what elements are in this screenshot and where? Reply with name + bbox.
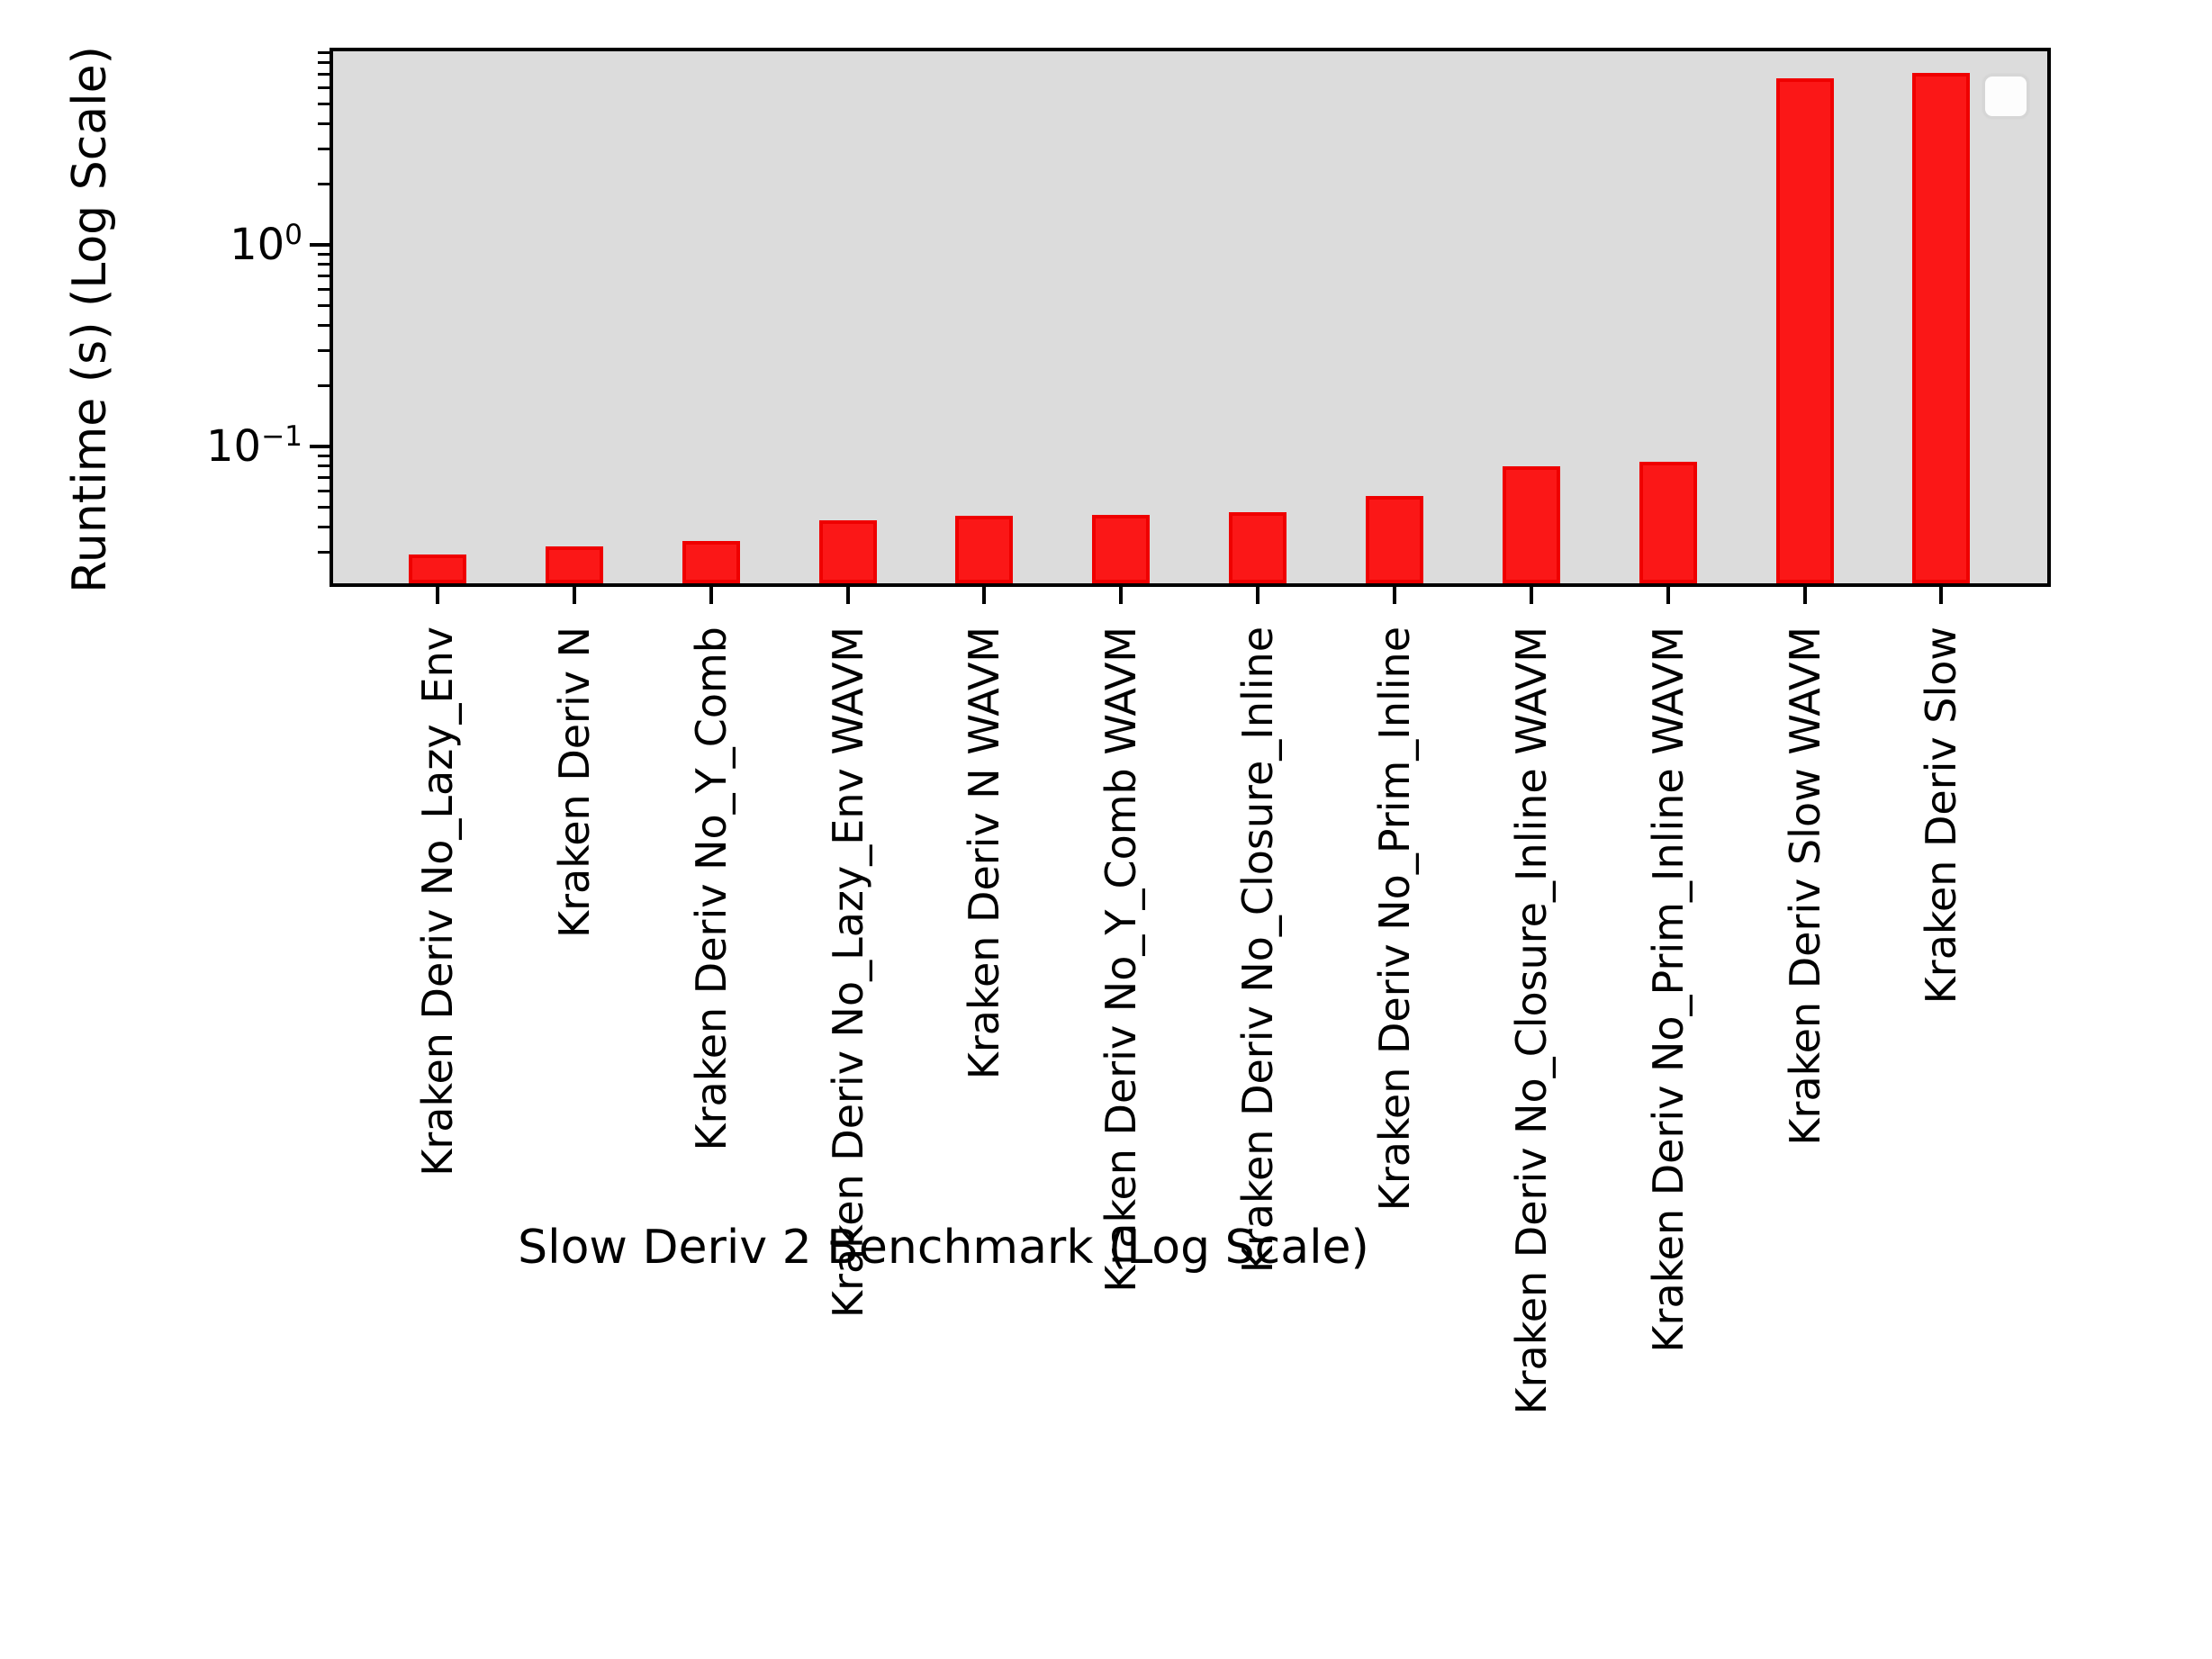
y-minor-tick xyxy=(318,288,330,292)
y-major-tick-0 xyxy=(310,243,330,247)
bar-10 xyxy=(1639,461,1697,583)
x-tick-label-text: Kraken Deriv N xyxy=(549,627,599,939)
x-axis-label-text: Slow Deriv 2 Benchmark (Log Scale) xyxy=(518,1221,1369,1275)
y-minor-tick xyxy=(318,464,330,468)
y-minor-tick xyxy=(318,505,330,509)
x-tick-3 xyxy=(709,587,713,604)
x-tick-11 xyxy=(1802,587,1807,604)
bar-11 xyxy=(1775,77,1834,583)
bar-3 xyxy=(682,540,740,583)
y-minor-tick xyxy=(318,50,330,54)
y-minor-tick xyxy=(318,275,330,278)
y-tick-label-1: 10−1 xyxy=(205,420,302,472)
y-axis-label-text: Runtime (s) (Log Scale) xyxy=(63,46,117,593)
x-tick-8 xyxy=(1392,587,1396,604)
y-minor-tick xyxy=(318,348,330,352)
x-tick-1 xyxy=(436,587,439,604)
y-minor-tick xyxy=(318,61,330,65)
x-tick-label-12: Kraken Deriv Slow xyxy=(1917,627,2212,1004)
x-tick-label-text: Kraken Deriv No_Prim_Inline WAVM xyxy=(1643,627,1693,1353)
bar-5 xyxy=(955,515,1014,583)
x-tick-label-text: Kraken Deriv No_Lazy_Env xyxy=(413,627,462,1177)
y-minor-tick xyxy=(318,73,330,77)
plot-area xyxy=(330,48,2051,587)
y-major-tick-1 xyxy=(310,445,330,448)
x-tick-label-text: Kraken Deriv No_Lazy_Env WAVM xyxy=(823,627,872,1319)
y-minor-tick xyxy=(318,183,330,186)
x-tick-label-text: Kraken Deriv No_Prim_Inline xyxy=(1369,627,1419,1212)
bar-12 xyxy=(1912,73,1971,583)
x-tick-9 xyxy=(1529,587,1533,604)
x-tick-label-text: Kraken Deriv No_Closure_Inline WAVM xyxy=(1506,627,1556,1415)
y-minor-tick xyxy=(318,323,330,327)
y-minor-tick xyxy=(318,525,330,528)
y-minor-tick xyxy=(318,86,330,90)
x-tick-label-text: Kraken Deriv Slow WAVM xyxy=(1780,627,1829,1146)
x-tick-4 xyxy=(845,587,850,604)
bar-8 xyxy=(1365,495,1423,583)
y-minor-tick xyxy=(318,454,330,457)
bar-6 xyxy=(1092,514,1151,583)
x-axis-label: Slow Deriv 2 Benchmark (Log Scale) xyxy=(403,1221,1484,1275)
y-minor-tick xyxy=(318,476,330,480)
bar-7 xyxy=(1229,512,1287,583)
x-tick-5 xyxy=(982,587,987,604)
y-minor-tick xyxy=(318,384,330,388)
x-tick-label-text: Kraken Deriv No_Closure_Inline xyxy=(1233,627,1283,1274)
y-minor-tick xyxy=(318,102,330,105)
bar-2 xyxy=(545,545,603,583)
bar-4 xyxy=(818,520,877,583)
x-tick-label-text: Kraken Deriv No_Y_Comb xyxy=(686,627,736,1151)
x-tick-label-text: Kraken Deriv No_Y_Comb WAVM xyxy=(1097,627,1146,1293)
y-minor-tick xyxy=(318,147,330,150)
y-minor-tick xyxy=(318,122,330,125)
y-axis-label: Runtime (s) (Log Scale) xyxy=(63,0,117,770)
bar-9 xyxy=(1502,465,1560,583)
y-minor-tick xyxy=(318,252,330,256)
bar-1 xyxy=(409,555,466,583)
x-tick-7 xyxy=(1256,587,1260,604)
x-tick-12 xyxy=(1939,587,1944,604)
x-tick-2 xyxy=(572,587,576,604)
y-minor-tick xyxy=(318,490,330,493)
y-minor-tick xyxy=(318,303,330,307)
x-tick-10 xyxy=(1666,587,1670,604)
y-tick-label-0: 100 xyxy=(230,219,302,270)
x-tick-label-text: Kraken Deriv Slow xyxy=(1917,627,1966,1005)
x-tick-6 xyxy=(1119,587,1124,604)
y-minor-tick xyxy=(318,550,330,554)
x-tick-label-text: Kraken Deriv N WAVM xyxy=(960,627,1009,1080)
y-minor-tick xyxy=(318,263,330,266)
legend-box xyxy=(1983,75,2028,118)
